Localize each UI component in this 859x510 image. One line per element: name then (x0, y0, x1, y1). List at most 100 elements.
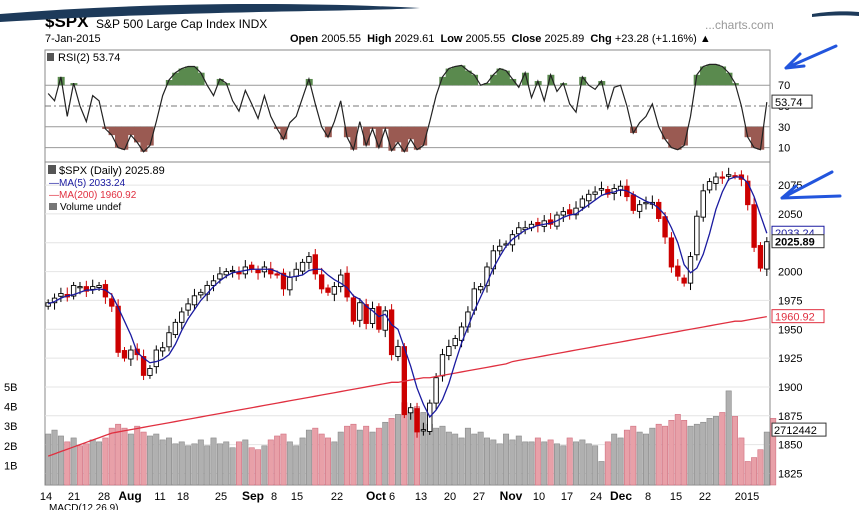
rsi-value-text: 53.74 (775, 97, 803, 109)
low-label: Low (440, 33, 463, 45)
rsi-oversold-fill (420, 126, 428, 146)
volume-bar (70, 437, 77, 486)
candle-body (121, 350, 128, 359)
volume-bar (433, 427, 440, 486)
rsi-overbought-fill (490, 74, 498, 86)
volume-bar (325, 437, 331, 486)
x-tick-15: 15 (291, 491, 303, 503)
candle-body (185, 303, 191, 311)
volume-bar (153, 433, 160, 486)
price-label: $SPX (Daily) 2025.89 (59, 165, 165, 177)
price-tick-1900: 1900 (778, 382, 802, 394)
rsi-oversold-fill (273, 126, 281, 129)
ma200-legend: —MA(200) 1960.92 (49, 190, 137, 201)
candle-body (579, 198, 586, 208)
rsi-overbought-fill (439, 76, 447, 86)
x-tick-21: 21 (68, 491, 80, 503)
volume-bar (51, 429, 58, 486)
annotation-arrow-icon (784, 44, 838, 70)
close-value: 2025.89 (544, 33, 585, 45)
volume-bar (64, 441, 71, 486)
annotation-arrow-icon (780, 170, 842, 200)
candle-body (560, 211, 566, 216)
candle-body (764, 241, 770, 270)
rsi-overbought-fill (693, 74, 701, 86)
volume-bar (522, 441, 529, 486)
x-tick-10: 10 (533, 491, 545, 503)
volume-bar (57, 435, 64, 486)
price-tick-1875: 1875 (778, 411, 802, 423)
volume-bar (706, 418, 713, 486)
candle-body (630, 194, 636, 211)
volume-bar (566, 437, 573, 486)
volume-bar (369, 431, 376, 486)
ma200-tag-text: 1960.92 (775, 312, 815, 324)
volume-bar (96, 441, 103, 486)
rsi-overbought-fill (496, 68, 504, 86)
volume-tick-4B: 4B (4, 402, 17, 414)
rsi-overbought-fill (197, 72, 205, 86)
candle-body (592, 191, 598, 195)
candle-body (725, 174, 732, 177)
rsi-oversold-fill (661, 126, 669, 140)
candle-body (344, 272, 350, 298)
volume-bar (732, 416, 738, 486)
volume-bar (712, 416, 719, 486)
volume-bar (280, 433, 287, 486)
candle-body (274, 273, 280, 276)
x-tick-24: 24 (590, 491, 602, 503)
x-tick-25: 25 (215, 491, 227, 503)
volume-bar (662, 425, 669, 486)
volume-bar (356, 429, 363, 486)
volume-bar (191, 443, 198, 486)
volume-bar (604, 441, 611, 486)
candle-body (255, 269, 261, 274)
candle-body (280, 272, 287, 290)
candle-body (287, 276, 293, 291)
volume-bar (166, 437, 172, 486)
volume-bar (763, 431, 770, 486)
price-tick-2050: 2050 (778, 209, 802, 221)
candle-body (439, 354, 446, 377)
volume-bar (770, 418, 777, 486)
rsi-overbought-fill (725, 72, 733, 86)
volume-bar (744, 461, 751, 486)
volume-tick-5B: 5B (4, 382, 17, 394)
candle-body (706, 181, 713, 191)
volume-bar (643, 433, 649, 486)
price-legend-swatch (48, 165, 56, 174)
rsi-overbought-fill (191, 66, 199, 86)
volume-bar (197, 439, 204, 486)
volume-bar (305, 429, 312, 486)
candle-body (58, 293, 64, 297)
volume-bar (738, 437, 745, 486)
volume-bar (573, 441, 580, 486)
candle-body (369, 308, 376, 324)
volume-bar (687, 425, 694, 486)
volume-bar (318, 433, 325, 486)
candle-body (605, 189, 611, 195)
volume-bar (668, 419, 675, 486)
rsi-overbought-fill (712, 64, 720, 86)
volume-bar (140, 431, 147, 486)
x-tick-11: 11 (154, 491, 165, 503)
rsi-tick-10: 10 (778, 143, 790, 155)
rsi-overbought-fill (464, 70, 472, 86)
volume-bar (115, 423, 122, 486)
candle-body (172, 321, 179, 336)
candle-body (395, 346, 401, 357)
volume-tag-box (771, 422, 827, 437)
chg-label: Chg (590, 33, 612, 45)
volume-bar (312, 427, 319, 486)
price-tick-1825: 1825 (778, 468, 802, 480)
high-value: 2029.61 (394, 33, 435, 45)
volume-bar (655, 423, 662, 486)
volume-bar (484, 437, 490, 486)
rsi-overbought-fill (216, 78, 224, 86)
candle-body (681, 277, 687, 284)
candle-body (140, 356, 147, 376)
volume-tick-2B: 2B (4, 441, 17, 453)
price-tick-1850: 1850 (778, 440, 802, 452)
volume-bar (331, 441, 338, 486)
